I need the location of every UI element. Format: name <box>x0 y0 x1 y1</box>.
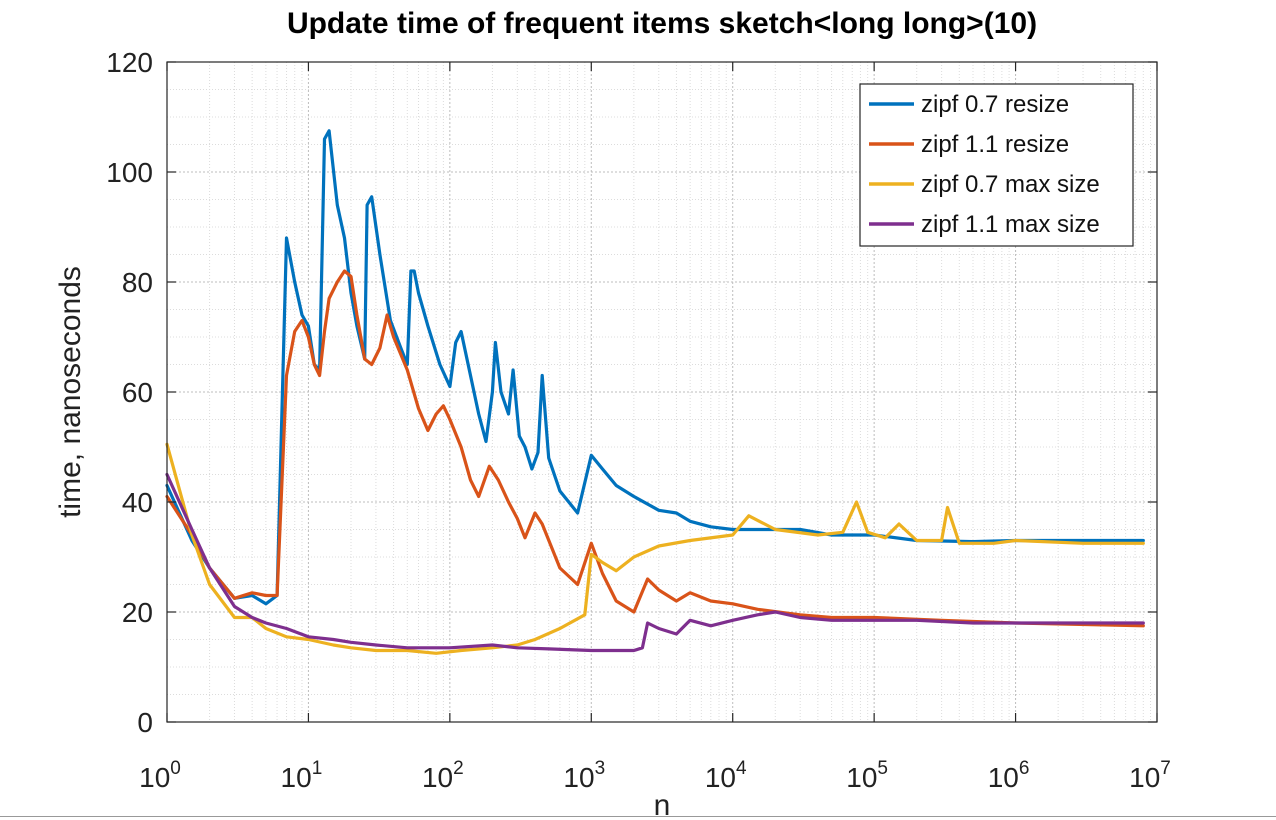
x-tick-label: 104 <box>705 758 747 793</box>
y-tick-label: 100 <box>106 157 153 188</box>
y-tick-labels: 0 20 40 60 80 100 120 <box>106 47 1157 738</box>
legend-box <box>859 83 1134 247</box>
x-tick-labels: 100 101 102 103 104 105 106 107 <box>139 62 1171 793</box>
series-line-4 <box>165 472 1145 653</box>
y-tick-label: 120 <box>106 47 153 78</box>
series-line-3 <box>165 442 1145 655</box>
x-tick-label: 101 <box>281 758 323 793</box>
y-tick-label: 80 <box>122 267 153 298</box>
x-axis-label: n <box>654 789 671 820</box>
y-tick-label: 60 <box>122 377 153 408</box>
legend-entry-label: zipf 0.7 max size <box>921 171 1100 198</box>
y-tick-label: 20 <box>122 597 153 628</box>
x-tick-label: 102 <box>422 758 464 793</box>
x-tick-label: 105 <box>846 758 888 793</box>
chart-title: Update time of frequent items sketch<lon… <box>287 7 1037 40</box>
series-layer <box>165 129 1145 655</box>
y-tick-label: 0 <box>137 707 153 738</box>
x-tick-label: 103 <box>563 758 605 793</box>
legend-entry-label: zipf 1.1 max size <box>921 211 1100 238</box>
legend: zipf 0.7 resize zipf 1.1 resize zipf 0.7 m… <box>859 83 1134 247</box>
x-tick-label: 107 <box>1129 758 1171 793</box>
y-axis-label: time, nanoseconds <box>54 266 87 518</box>
y-tick-label: 40 <box>122 487 153 518</box>
x-tick-label: 106 <box>988 758 1030 793</box>
legend-entry-label: zipf 1.1 resize <box>921 131 1069 158</box>
x-tick-label: 100 <box>139 758 181 793</box>
series-line-2 <box>165 269 1145 628</box>
bottom-divider <box>0 816 1276 817</box>
legend-entry-label: zipf 0.7 resize <box>921 91 1069 118</box>
